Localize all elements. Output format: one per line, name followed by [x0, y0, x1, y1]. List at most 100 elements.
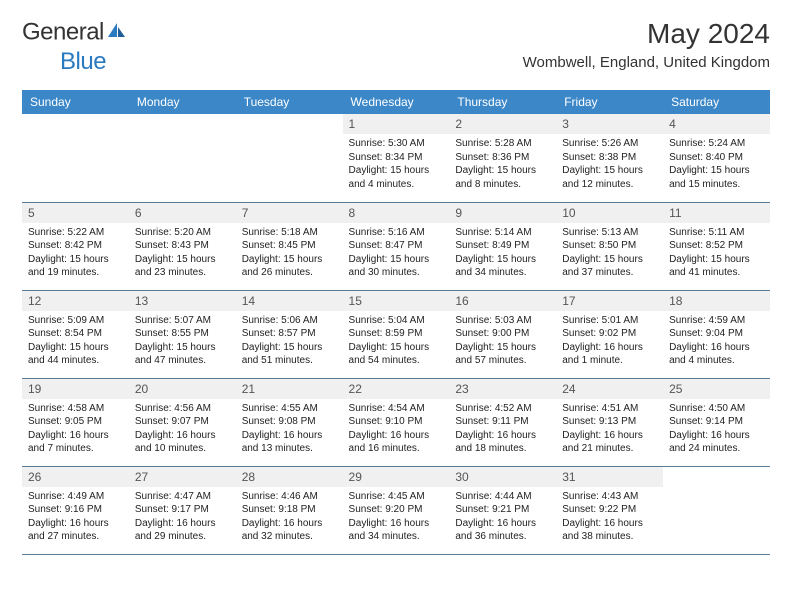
day-number: 10 [556, 203, 663, 223]
calendar-table: SundayMondayTuesdayWednesdayThursdayFrid… [22, 90, 770, 555]
week-row: 12Sunrise: 5:09 AMSunset: 8:54 PMDayligh… [22, 290, 770, 378]
daylight-text: Daylight: 15 hours and 57 minutes. [455, 341, 550, 368]
sunrise-text: Sunrise: 5:22 AM [28, 226, 123, 240]
day-cell: 29Sunrise: 4:45 AMSunset: 9:20 PMDayligh… [343, 466, 450, 554]
day-number: 1 [343, 114, 450, 134]
day-number: 4 [663, 114, 770, 134]
daylight-text: Daylight: 15 hours and 47 minutes. [135, 341, 230, 368]
day-number: 15 [343, 291, 450, 311]
day-number: 9 [449, 203, 556, 223]
day-cell: 19Sunrise: 4:58 AMSunset: 9:05 PMDayligh… [22, 378, 129, 466]
daylight-text: Daylight: 15 hours and 37 minutes. [562, 253, 657, 280]
sunset-text: Sunset: 8:59 PM [349, 327, 444, 341]
sunset-text: Sunset: 8:45 PM [242, 239, 337, 253]
sunrise-text: Sunrise: 4:50 AM [669, 402, 764, 416]
day-header: Wednesday [343, 90, 450, 114]
sunrise-text: Sunrise: 5:14 AM [455, 226, 550, 240]
day-cell: 9 Sunrise: 5:14 AMSunset: 8:49 PMDaylight… [449, 202, 556, 290]
day-cell: 31Sunrise: 4:43 AMSunset: 9:22 PMDayligh… [556, 466, 663, 554]
day-number: 11 [663, 203, 770, 223]
day-number: 28 [236, 467, 343, 487]
daylight-text: Daylight: 15 hours and 4 minutes. [349, 164, 444, 191]
day-number: 18 [663, 291, 770, 311]
daylight-text: Daylight: 15 hours and 26 minutes. [242, 253, 337, 280]
day-number: 22 [343, 379, 450, 399]
title-block: May 2024 Wombwell, England, United Kingd… [523, 18, 770, 71]
daylight-text: Daylight: 15 hours and 15 minutes. [669, 164, 764, 191]
week-row: 5Sunrise: 5:22 AMSunset: 8:42 PMDaylight… [22, 202, 770, 290]
day-number: 8 [343, 203, 450, 223]
day-number: 27 [129, 467, 236, 487]
week-row: 26Sunrise: 4:49 AMSunset: 9:16 PMDayligh… [22, 466, 770, 554]
day-number: 3 [556, 114, 663, 134]
daylight-text: Daylight: 16 hours and 10 minutes. [135, 429, 230, 456]
day-cell: 14Sunrise: 5:06 AMSunset: 8:57 PMDayligh… [236, 290, 343, 378]
sunset-text: Sunset: 9:04 PM [669, 327, 764, 341]
sunset-text: Sunset: 9:14 PM [669, 415, 764, 429]
sunrise-text: Sunrise: 4:55 AM [242, 402, 337, 416]
day-number: 23 [449, 379, 556, 399]
day-number: 19 [22, 379, 129, 399]
day-cell: 10 Sunrise: 5:13 AMSunset: 8:50 PMDayligh… [556, 202, 663, 290]
day-cell: 18 Sunrise: 4:59 AMSunset: 9:04 PMDayligh… [663, 290, 770, 378]
sunrise-text: Sunrise: 4:43 AM [562, 490, 657, 504]
sail-icon [106, 18, 126, 46]
sunrise-text: Sunrise: 4:44 AM [455, 490, 550, 504]
sunset-text: Sunset: 9:02 PM [562, 327, 657, 341]
daylight-text: Daylight: 16 hours and 4 minutes. [669, 341, 764, 368]
daylight-text: Daylight: 15 hours and 54 minutes. [349, 341, 444, 368]
sunset-text: Sunset: 8:50 PM [562, 239, 657, 253]
daylight-text: Daylight: 16 hours and 34 minutes. [349, 517, 444, 544]
sunrise-text: Sunrise: 5:11 AM [669, 226, 764, 240]
sunrise-text: Sunrise: 4:59 AM [669, 314, 764, 328]
daylight-text: Daylight: 15 hours and 8 minutes. [455, 164, 550, 191]
sunset-text: Sunset: 8:54 PM [28, 327, 123, 341]
sunset-text: Sunset: 9:16 PM [28, 503, 123, 517]
sunset-text: Sunset: 9:22 PM [562, 503, 657, 517]
brand-part1: General [22, 18, 104, 45]
sunrise-text: Sunrise: 4:56 AM [135, 402, 230, 416]
day-cell: 20Sunrise: 4:56 AMSunset: 9:07 PMDayligh… [129, 378, 236, 466]
sunrise-text: Sunrise: 4:58 AM [28, 402, 123, 416]
page-title: May 2024 [523, 18, 770, 50]
daylight-text: Daylight: 15 hours and 34 minutes. [455, 253, 550, 280]
sunrise-text: Sunrise: 4:45 AM [349, 490, 444, 504]
day-number: 7 [236, 203, 343, 223]
sunrise-text: Sunrise: 5:24 AM [669, 137, 764, 151]
sunrise-text: Sunrise: 4:54 AM [349, 402, 444, 416]
day-cell: 21Sunrise: 4:55 AMSunset: 9:08 PMDayligh… [236, 378, 343, 466]
brand-logo: General Blue [22, 18, 126, 76]
sunset-text: Sunset: 9:18 PM [242, 503, 337, 517]
day-cell [663, 466, 770, 554]
sunset-text: Sunset: 9:07 PM [135, 415, 230, 429]
daylight-text: Daylight: 15 hours and 51 minutes. [242, 341, 337, 368]
sunset-text: Sunset: 9:00 PM [455, 327, 550, 341]
sunrise-text: Sunrise: 5:28 AM [455, 137, 550, 151]
sunset-text: Sunset: 9:17 PM [135, 503, 230, 517]
day-number: 24 [556, 379, 663, 399]
sunset-text: Sunset: 8:43 PM [135, 239, 230, 253]
sunrise-text: Sunrise: 4:46 AM [242, 490, 337, 504]
daylight-text: Daylight: 16 hours and 32 minutes. [242, 517, 337, 544]
day-cell: 13Sunrise: 5:07 AMSunset: 8:55 PMDayligh… [129, 290, 236, 378]
day-cell: 15Sunrise: 5:04 AMSunset: 8:59 PMDayligh… [343, 290, 450, 378]
week-row: 19Sunrise: 4:58 AMSunset: 9:05 PMDayligh… [22, 378, 770, 466]
brand-part2: Blue [60, 48, 106, 75]
sunset-text: Sunset: 8:49 PM [455, 239, 550, 253]
sunrise-text: Sunrise: 5:20 AM [135, 226, 230, 240]
day-number: 13 [129, 291, 236, 311]
sunrise-text: Sunrise: 4:51 AM [562, 402, 657, 416]
day-cell: 12Sunrise: 5:09 AMSunset: 8:54 PMDayligh… [22, 290, 129, 378]
day-cell: 27 Sunrise: 4:47 AMSunset: 9:17 PMDayligh… [129, 466, 236, 554]
day-number: 6 [129, 203, 236, 223]
daylight-text: Daylight: 16 hours and 38 minutes. [562, 517, 657, 544]
daylight-text: Daylight: 16 hours and 29 minutes. [135, 517, 230, 544]
sunrise-text: Sunrise: 5:13 AM [562, 226, 657, 240]
sunrise-text: Sunrise: 5:03 AM [455, 314, 550, 328]
sunset-text: Sunset: 8:36 PM [455, 151, 550, 165]
week-row: 1Sunrise: 5:30 AMSunset: 8:34 PMDaylight… [22, 114, 770, 202]
sunrise-text: Sunrise: 4:47 AM [135, 490, 230, 504]
day-cell: 2Sunrise: 5:28 AMSunset: 8:36 PMDaylight… [449, 114, 556, 202]
location-label: Wombwell, England, United Kingdom [523, 54, 770, 71]
day-cell: 6Sunrise: 5:20 AMSunset: 8:43 PMDaylight… [129, 202, 236, 290]
